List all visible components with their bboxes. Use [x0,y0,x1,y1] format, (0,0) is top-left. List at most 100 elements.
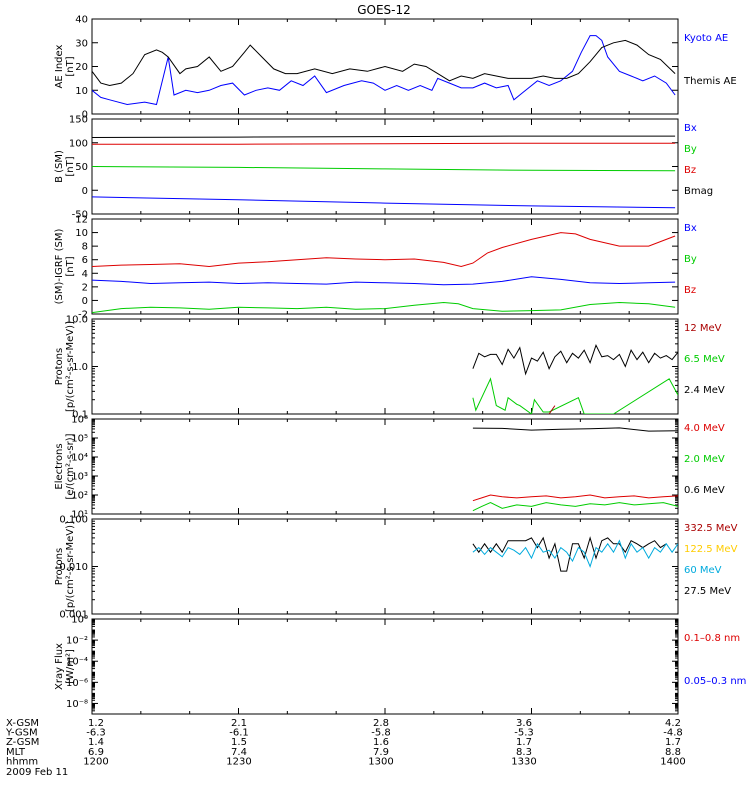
info-row-label: Y-GSM [5,728,38,739]
legend-entry: 0.6 MeV [684,485,725,496]
legend-entry: Bx [684,123,697,134]
info-row-value: 2.8 [373,718,389,729]
y-axis-label: [p/(cm²-s-sr-MeV)] [65,521,76,612]
series-line-bz [92,142,676,145]
info-row-value: 8.8 [665,747,681,758]
info-row-value: 1.5 [231,737,247,748]
series-line-0-6-mev [472,427,678,432]
legend-entry: 12 MeV [684,323,722,334]
y-tick-label: 0 [82,296,88,307]
y-tick-label: 2 [82,282,88,293]
info-row-value: -5.8 [371,728,391,739]
info-row-value: 2.1 [231,718,247,729]
y-tick-label: 10⁻² [66,636,88,647]
series-line-bx [92,196,676,209]
y-tick-label: 1.0 [72,362,88,373]
legend-entry: 0.1–0.8 nm [684,633,740,644]
y-tick-label: 10⁻⁴ [66,657,88,668]
y-tick-label: 10⁻⁸ [66,699,88,710]
series-line-60-mev [472,539,678,568]
y-tick-label: 12 [75,215,88,226]
legend-entry: Bz [684,165,696,176]
y-tick-label: 6 [82,255,88,266]
info-row-value: 8.3 [516,747,532,758]
y-axis-label: [nT] [65,256,76,276]
info-row-value: 7.4 [231,747,247,758]
legend-entry: 60 MeV [684,565,722,576]
y-tick-label: 10 [75,86,88,97]
y-tick-label: 50 [75,162,88,173]
panel-2: -50 0 50 100 150 B (SM) [nT] Bx By Bz Bmag [54,115,713,221]
y-axis-label: Electrons [54,443,65,489]
y-axis-label: B (SM) [54,150,65,183]
info-row-value: 4.2 [665,718,681,729]
info-row-value: 7.9 [373,747,389,758]
plot-title: GOES-12 [357,3,411,17]
y-axis-label: [nT] [65,56,76,76]
date-label: 2009 Feb 11 [6,767,68,778]
panel-6: 0.001 0.010 0.100 Protons [p/(cm²-s-sr-MeV)]… [54,515,738,621]
y-tick-label: 20 [75,62,88,73]
legend-entry: Kyoto AE [684,33,728,44]
info-row-value: 1.4 [88,737,104,748]
legend-entry: Bz [684,285,696,296]
panel-frame [91,318,679,415]
y-tick-label: 10⁵ [71,434,88,445]
y-tick-label: 10.0 [66,315,88,326]
info-row-value: 1.2 [88,718,104,729]
y-tick-label: 30 [75,38,88,49]
series-line-themis-ae [92,39,676,87]
legend-entry: 2.4 MeV [684,385,725,396]
legend-entry: Themis AE [683,76,737,87]
info-row-value: 1330 [511,756,536,767]
series-line-2-4-mev [472,344,678,376]
y-axis-label: [nT] [65,156,76,176]
y-tick-label: 10¹ [71,510,88,521]
legend-entry: 4.0 MeV [684,423,725,434]
info-row-value: 1200 [83,756,108,767]
panel-frame [91,418,679,515]
y-tick-label: 10⁻⁶ [66,678,88,689]
info-row-value: 1.7 [665,737,681,748]
y-tick-label: 10³ [71,472,88,483]
info-row-value: -4.8 [663,728,683,739]
series-line-12-mev [548,405,556,414]
y-tick-label: 0.1 [72,410,88,421]
info-row-value: 1230 [226,756,251,767]
info-row-value: -5.3 [514,728,534,739]
info-row-value: 1300 [368,756,393,767]
series-line-kyoto-ae [92,35,676,106]
panel-1: 0 10 20 30 40 AE Index [nT] Kyoto AE Themis AE [54,15,737,121]
series-line-by [92,301,676,314]
info-row-value: -6.3 [86,728,106,739]
y-tick-label: 10² [71,491,88,502]
series-line-27-5-mev [472,536,667,572]
y-axis-label: (SM)-IGRF (SM) [54,229,65,305]
series-line-bmag [92,135,676,138]
legend-entry: By [684,144,697,155]
series-line-bz [92,232,676,268]
y-tick-label: 10 [75,228,88,239]
legend-entry: 6.5 MeV [684,354,725,365]
y-tick-label: 0 [82,186,88,197]
y-tick-label: -2 [78,310,88,321]
series-line-bx [92,276,676,286]
info-row-value: 3.6 [516,718,532,729]
panel-frame [91,118,679,215]
series-line-by [92,166,676,172]
y-tick-label: 0 [82,110,88,121]
legend-entry: 332.5 MeV [684,523,738,534]
info-row-value: 1400 [660,756,685,767]
y-tick-label: 10⁶ [71,415,88,426]
y-tick-label: 8 [82,242,88,253]
x-axis-info: X-GSM 1.2 2.1 2.8 3.6 4.2 Y-GSM -6.3 -6.1 -5.8 -5.… [5,718,686,778]
info-row-label: X-GSM [6,718,39,729]
legend-entry: Bx [684,223,697,234]
panel-frame [91,218,679,315]
legend-entry: 27.5 MeV [684,586,731,597]
info-row-label: hhmm [6,756,38,767]
info-row-value: 6.9 [88,747,104,758]
y-tick-label: -50 [72,210,88,221]
